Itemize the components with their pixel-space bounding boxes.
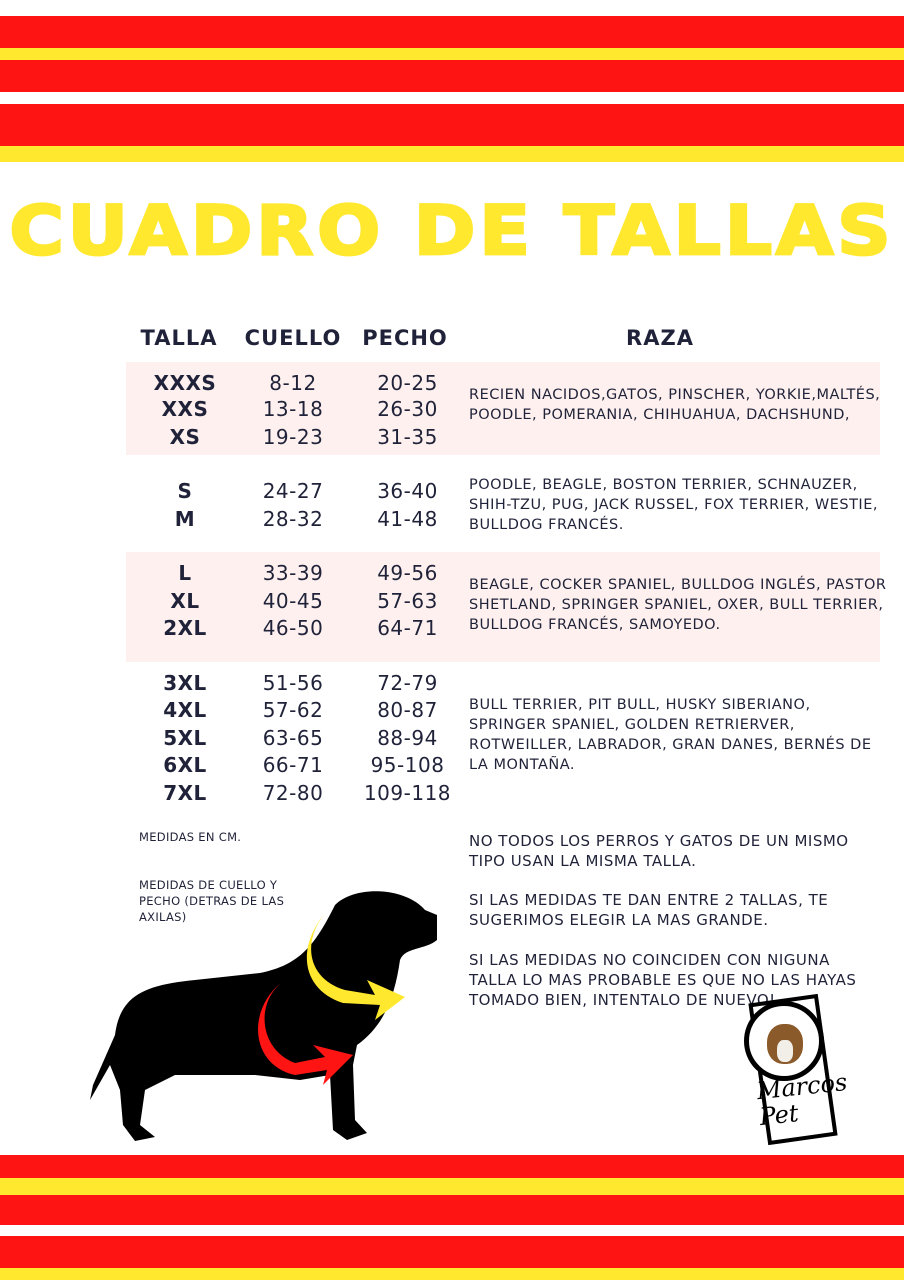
neck-cell: 40-45 — [262, 589, 324, 613]
chest-cell: 88-94 — [377, 726, 438, 750]
header-chest: PECHO — [362, 326, 448, 350]
size-cell: M — [174, 507, 196, 531]
chest-cell: 109-118 — [363, 781, 452, 805]
row-group-band — [126, 552, 880, 662]
note-measure: MEDIDAS DE CUELLO Y PECHO (DETRAS DE LAS… — [139, 878, 285, 924]
note-2: SI LAS MEDIDAS TE DAN ENTRE 2 TALLAS, TE… — [469, 891, 829, 929]
logo-text: Marcos Pet — [755, 1067, 849, 1132]
top-stripe-yellow — [0, 146, 904, 162]
bottom-stripe-red — [0, 1236, 904, 1268]
neck-cell: 33-39 — [262, 561, 324, 585]
chest-cell: 80-87 — [377, 698, 438, 722]
bottom-stripe-red — [0, 1155, 904, 1179]
note-3: SI LAS MEDIDAS NO COINCIDEN CON NIGUNA T… — [469, 951, 857, 1009]
chest-cell: 26-30 — [377, 397, 438, 421]
breed-list: RECIEN NACIDOS,GATOS, PINSCHER, YORKIE,M… — [469, 387, 881, 423]
chest-cell: 41-48 — [377, 507, 438, 531]
header-breed: RAZA — [626, 326, 694, 350]
breed-list: BULL TERRIER, PIT BULL, HUSKY SIBERIANO,… — [469, 697, 872, 773]
neck-cell: 63-65 — [262, 726, 324, 750]
neck-cell: 28-32 — [262, 507, 324, 531]
size-cell: 2XL — [163, 616, 207, 640]
chest-cell: 31-35 — [377, 425, 438, 449]
size-cell: XS — [169, 425, 201, 449]
neck-cell: 57-62 — [262, 698, 324, 722]
top-stripe-red — [0, 16, 904, 50]
top-stripe-red — [0, 60, 904, 92]
note-1: NO TODOS LOS PERROS Y GATOS DE UN MISMO … — [469, 832, 849, 870]
neck-cell: 51-56 — [262, 671, 324, 695]
dog-face-muzzle — [777, 1040, 793, 1062]
size-cell: 6XL — [163, 753, 207, 777]
size-cell: S — [177, 479, 193, 503]
neck-cell: 72-80 — [262, 781, 324, 805]
top-stripe-yellow — [0, 48, 904, 60]
chest-cell: 72-79 — [377, 671, 438, 695]
size-cell: 3XL — [163, 671, 207, 695]
neck-cell: 24-27 — [262, 479, 324, 503]
dog-silhouette-icon — [90, 891, 437, 1141]
header-size: TALLA — [140, 326, 218, 350]
bottom-stripe-yellow — [0, 1268, 904, 1280]
chest-cell: 36-40 — [377, 479, 438, 503]
bottom-stripe-yellow — [0, 1178, 904, 1196]
row-group-band — [126, 362, 880, 455]
chest-cell: 49-56 — [377, 561, 438, 585]
size-cell: XXS — [161, 397, 209, 421]
breed-list: BEAGLE, COCKER SPANIEL, BULLDOG INGLÉS, … — [469, 577, 887, 633]
size-cell: 4XL — [163, 698, 207, 722]
neck-cell: 66-71 — [262, 753, 324, 777]
size-cell: XL — [170, 589, 200, 613]
top-stripe-red — [0, 104, 904, 146]
logo-circle — [744, 1001, 824, 1081]
neck-cell: 19-23 — [262, 425, 324, 449]
note-units: MEDIDAS EN CM. — [139, 830, 242, 844]
page-title: CUADRO DE TALLAS — [8, 190, 895, 272]
neck-cell: 46-50 — [262, 616, 324, 640]
chest-cell: 57-63 — [377, 589, 438, 613]
header-neck: CUELLO — [244, 326, 342, 350]
size-cell: L — [178, 561, 192, 585]
chest-cell: 64-71 — [377, 616, 438, 640]
size-cell: XXXS — [153, 371, 217, 395]
chest-cell: 95-108 — [370, 753, 445, 777]
size-cell: 5XL — [163, 726, 207, 750]
marcos-pet-logo: Marcos Pet — [740, 993, 860, 1146]
size-cell: 7XL — [163, 781, 207, 805]
bottom-stripe-red — [0, 1195, 904, 1225]
chest-cell: 20-25 — [377, 371, 438, 395]
neck-cell: 8-12 — [269, 371, 317, 395]
neck-cell: 13-18 — [262, 397, 324, 421]
breed-list: POODLE, BEAGLE, BOSTON TERRIER, SCHNAUZE… — [469, 477, 878, 533]
